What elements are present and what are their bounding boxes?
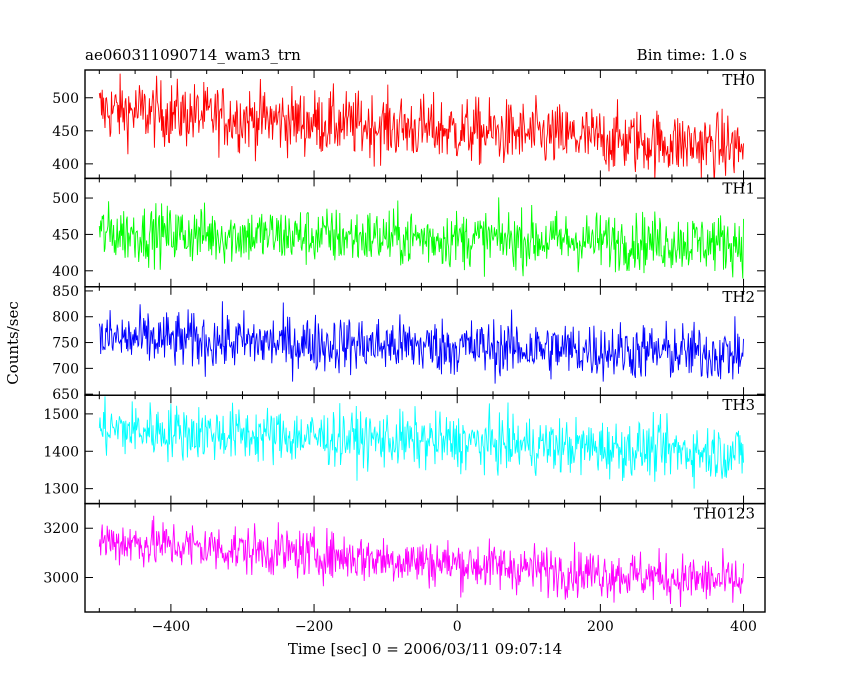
y-tick-label: 650 (52, 387, 79, 403)
x-tick-label: 400 (730, 619, 757, 635)
series-label-th0: TH0 (722, 71, 755, 89)
series-label-th3: TH3 (722, 396, 755, 414)
x-tick-label: 0 (453, 619, 462, 635)
y-tick-label: 1300 (43, 482, 79, 498)
y-tick-label: 700 (52, 361, 79, 377)
y-axis-label: Counts/sec (4, 301, 22, 385)
series-label-th0123: TH0123 (694, 505, 755, 523)
panel-frame (84, 177, 766, 288)
x-tick-label: −200 (295, 619, 333, 635)
y-tick-label: 450 (52, 227, 79, 243)
y-tick-label: 400 (52, 264, 79, 280)
panel-th3: 1300 1400 1500 TH3 (43, 394, 766, 505)
panel-th0: 400 450 500 TH0 (52, 69, 766, 180)
bin-time-label: Bin time: 1.0 s (637, 46, 747, 64)
panel-th1: 400 450 500 TH1 (52, 177, 766, 288)
panel-frame (84, 286, 766, 396)
panel-th2: 650 700 750 800 850 TH2 (52, 284, 766, 403)
panel-frame (84, 502, 766, 613)
y-tick-label: 1400 (43, 444, 79, 460)
series-trace-th2 (98, 301, 744, 384)
series-trace-th1 (98, 197, 744, 279)
series-label-th2: TH2 (722, 288, 755, 306)
y-tick-label: 800 (52, 310, 79, 326)
x-axis-label: Time [sec] 0 = 2006/03/11 09:07:14 (288, 640, 562, 658)
series-trace-th0123 (98, 515, 744, 608)
series-trace-th3 (98, 396, 744, 489)
y-tick-label: 3000 (43, 571, 79, 587)
y-tick-label: 500 (52, 91, 79, 107)
y-tick-label: 3200 (43, 521, 79, 537)
x-tick-label: 200 (587, 619, 614, 635)
y-tick-label: 400 (52, 157, 79, 173)
series-trace-th0 (98, 73, 744, 179)
y-tick-label: 750 (52, 336, 79, 352)
y-tick-label: 450 (52, 124, 79, 140)
x-tick-label: −400 (152, 619, 190, 635)
y-tick-label: 500 (52, 191, 79, 207)
panel-th0123: 3000 3200 TH0123 (43, 502, 766, 613)
y-tick-label: 1500 (43, 407, 79, 423)
y-tick-label: 850 (52, 284, 79, 300)
panels: 400 450 500 TH0 400 450 500 TH1 650 700 750 800 850 T… (43, 69, 766, 635)
series-label-th1: TH1 (722, 179, 755, 197)
chart-title: ae060311090714_wam3_trn (85, 46, 301, 64)
